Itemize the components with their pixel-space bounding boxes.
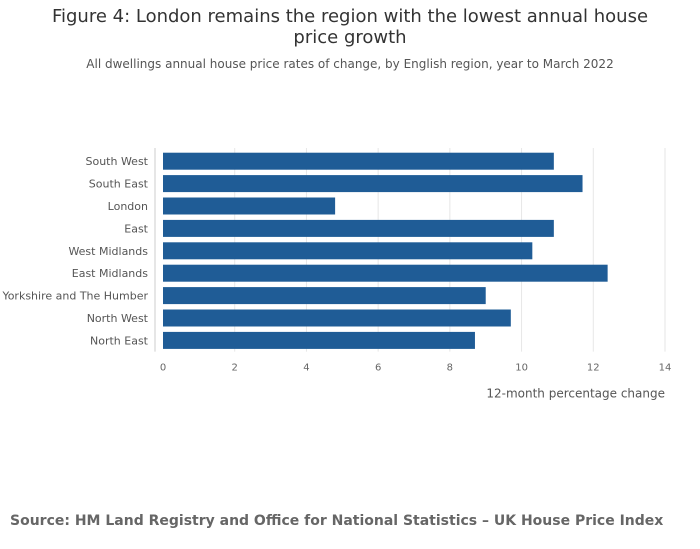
bar: [163, 152, 554, 170]
x-tick-label: 0: [160, 363, 166, 374]
x-tick-label: 12: [587, 363, 600, 374]
bar: [163, 264, 608, 282]
source-note: Source: HM Land Registry and Office for …: [10, 513, 664, 529]
x-tick-label: 10: [515, 363, 528, 374]
x-tick-labels: 0 2 4 6 8 10 12 14: [160, 363, 672, 374]
chart-subtitle: All dwellings annual house price rates o…: [86, 57, 614, 71]
bar: [163, 197, 336, 215]
category-label: East: [124, 222, 148, 235]
x-tick-label: 8: [447, 363, 453, 374]
category-label: London: [108, 200, 148, 213]
x-tick-label: 4: [303, 363, 309, 374]
chart-title: Figure 4: London remains the region with…: [51, 6, 649, 48]
category-label: North West: [87, 312, 149, 325]
bar: [163, 175, 583, 193]
x-tick-label: 14: [659, 363, 672, 374]
category-label: South East: [89, 178, 149, 191]
bar: [163, 331, 475, 349]
bar: [163, 242, 533, 260]
category-label: Yorkshire and The Humber: [1, 290, 148, 303]
category-label: East Midlands: [72, 267, 149, 280]
category-labels: South West South East London East West Midla…: [1, 155, 148, 347]
category-label: West Midlands: [68, 245, 148, 258]
x-tick-label: 2: [232, 363, 238, 374]
category-label: North East: [90, 334, 149, 347]
category-label: South West: [85, 155, 148, 168]
bars: [163, 152, 608, 349]
x-tick-label: 6: [375, 363, 381, 374]
bar: [163, 219, 554, 237]
bar: [163, 287, 486, 305]
x-axis-title: 12-month percentage change: [486, 387, 665, 401]
bar: [163, 309, 511, 327]
